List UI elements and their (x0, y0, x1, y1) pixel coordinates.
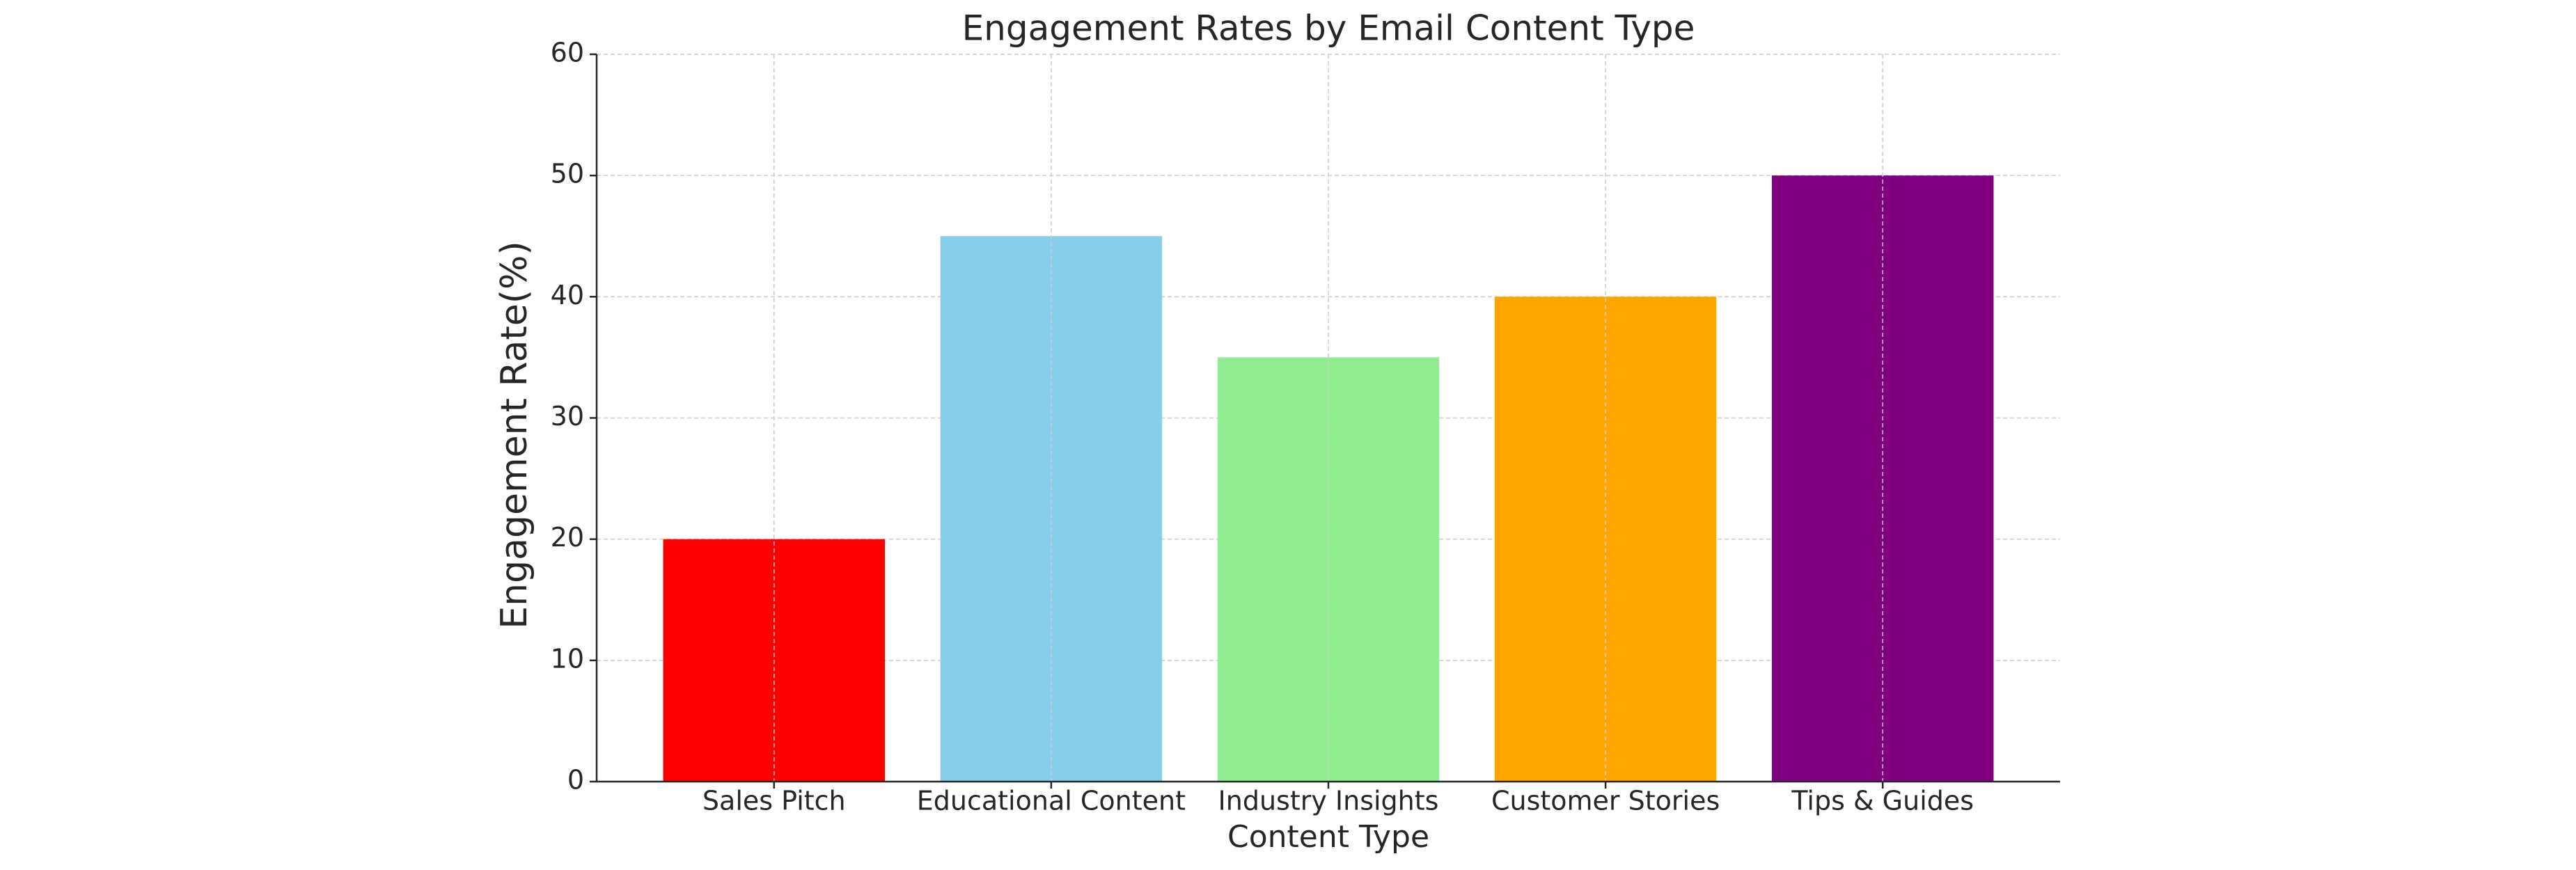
y-tick-label: 0 (567, 765, 584, 796)
y-tick-label: 10 (551, 643, 584, 674)
y-tick-label: 30 (551, 401, 584, 432)
x-tick-label: Customer Stories (1491, 786, 1720, 816)
x-tick-label: Tips & Guides (1791, 786, 1974, 816)
y-tick-label: 20 (551, 522, 584, 553)
x-axis-label: Content Type (1227, 819, 1429, 855)
y-tick-label: 60 (551, 38, 584, 68)
chart-title: Engagement Rates by Email Content Type (962, 8, 1695, 49)
x-tick-label: Educational Content (917, 786, 1186, 816)
y-axis-label: Engagement Rate(%) (494, 241, 535, 628)
x-tick-label: Sales Pitch (702, 786, 846, 816)
x-tick-label: Industry Insights (1218, 786, 1439, 816)
bar (1771, 175, 1994, 782)
y-tick-label: 50 (551, 159, 584, 189)
y-tick-label: 40 (551, 280, 584, 310)
